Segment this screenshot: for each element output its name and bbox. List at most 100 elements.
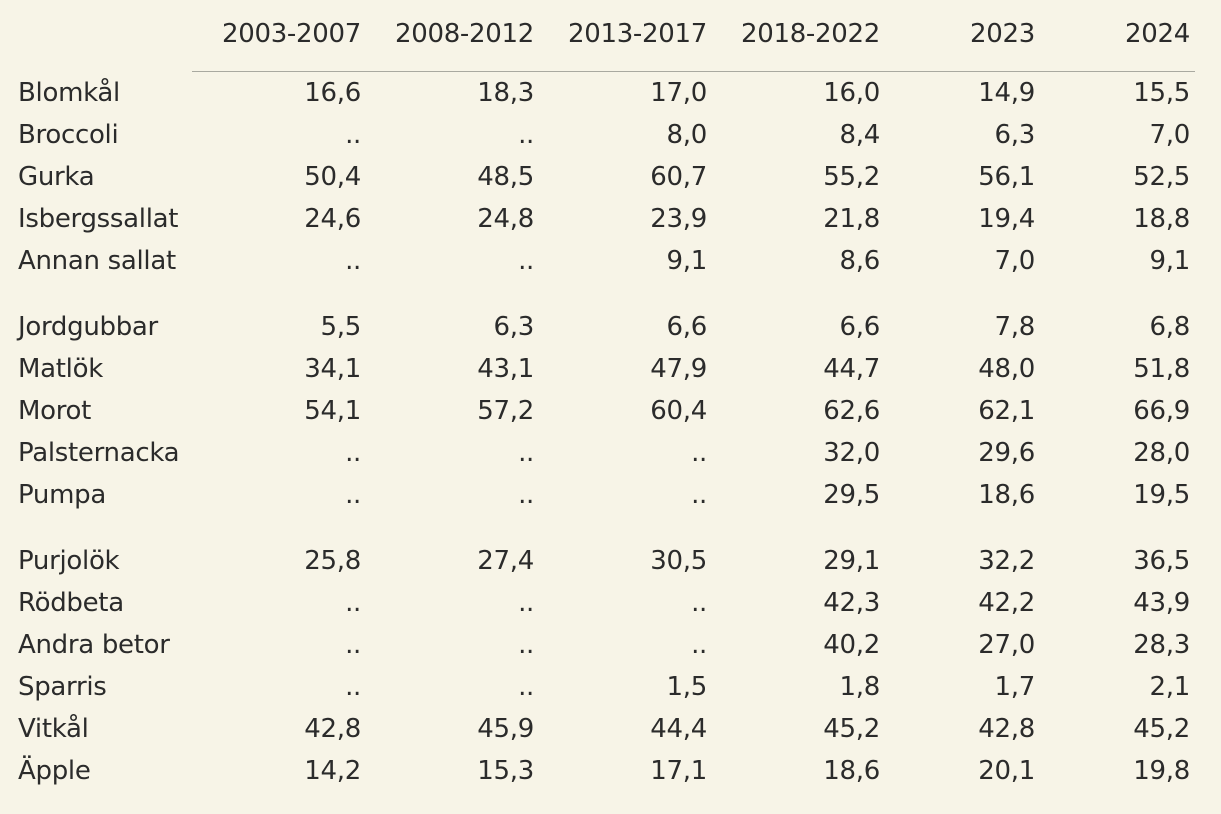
column-header: 2024 bbox=[1125, 19, 1190, 49]
table-cell: 23,9 bbox=[650, 204, 707, 234]
table-cell: 54,1 bbox=[304, 396, 361, 426]
table-cell: 18,6 bbox=[978, 480, 1035, 510]
table-cell: 24,8 bbox=[477, 204, 534, 234]
table-cell: 48,0 bbox=[978, 354, 1035, 384]
table-cell: 60,7 bbox=[650, 162, 707, 192]
table-cell: .. bbox=[345, 630, 361, 660]
table-cell: .. bbox=[691, 438, 707, 468]
table-cell: 8,0 bbox=[666, 120, 708, 150]
table-cell: 42,3 bbox=[823, 588, 880, 618]
table-cell: .. bbox=[518, 438, 534, 468]
table-cell: 16,0 bbox=[823, 78, 880, 108]
row-label: Isbergssallat bbox=[18, 204, 179, 234]
table-cell: 24,6 bbox=[304, 204, 361, 234]
table-cell: 16,6 bbox=[304, 78, 361, 108]
table-cell: .. bbox=[518, 588, 534, 618]
table-cell: .. bbox=[345, 672, 361, 702]
table-cell: .. bbox=[518, 480, 534, 510]
table-cell: 8,6 bbox=[839, 246, 881, 276]
row-label: Jordgubbar bbox=[18, 312, 158, 342]
table-cell: 9,1 bbox=[666, 246, 708, 276]
table-cell: .. bbox=[691, 588, 707, 618]
table-cell: 6,3 bbox=[493, 312, 535, 342]
row-label: Morot bbox=[18, 396, 92, 426]
table-cell: 15,3 bbox=[477, 756, 534, 786]
row-label: Blomkål bbox=[18, 78, 120, 108]
table-cell: 19,4 bbox=[978, 204, 1035, 234]
table-cell: 5,5 bbox=[320, 312, 362, 342]
table-cell: 45,9 bbox=[477, 714, 534, 744]
table-cell: 66,9 bbox=[1133, 396, 1190, 426]
table-cell: 55,2 bbox=[823, 162, 880, 192]
column-header: 2013-2017 bbox=[567, 19, 707, 49]
table-cell: .. bbox=[345, 480, 361, 510]
table-cell: 28,3 bbox=[1133, 630, 1190, 660]
table-cell: 57,2 bbox=[477, 396, 534, 426]
row-label: Annan sallat bbox=[18, 246, 176, 276]
table-cell: 18,3 bbox=[477, 78, 534, 108]
table-cell: 32,0 bbox=[823, 438, 880, 468]
row-label: Andra betor bbox=[18, 630, 170, 660]
row-label: Broccoli bbox=[18, 120, 119, 150]
table-cell: 6,6 bbox=[839, 312, 881, 342]
row-label: Rödbeta bbox=[18, 588, 124, 618]
table-cell: .. bbox=[518, 630, 534, 660]
table-cell: 32,2 bbox=[978, 546, 1035, 576]
table-cell: 36,5 bbox=[1133, 546, 1190, 576]
table-cell: 19,8 bbox=[1133, 756, 1190, 786]
table-cell: 14,2 bbox=[304, 756, 361, 786]
table-cell: .. bbox=[518, 672, 534, 702]
table-cell: 44,7 bbox=[823, 354, 880, 384]
table-cell: .. bbox=[345, 120, 361, 150]
row-label: Sparris bbox=[18, 672, 107, 702]
table-cell: 42,2 bbox=[978, 588, 1035, 618]
table-cell: .. bbox=[345, 246, 361, 276]
table-cell: 27,4 bbox=[477, 546, 534, 576]
table-cell: 62,6 bbox=[823, 396, 880, 426]
table-cell: 18,8 bbox=[1133, 204, 1190, 234]
column-header: 2018-2022 bbox=[740, 19, 880, 49]
table-cell: 2,1 bbox=[1149, 672, 1191, 702]
table-cell: 48,5 bbox=[477, 162, 534, 192]
table-cell: .. bbox=[518, 246, 534, 276]
row-label: Matlök bbox=[18, 354, 103, 384]
table-cell: 6,3 bbox=[994, 120, 1036, 150]
table-cell: 28,0 bbox=[1133, 438, 1190, 468]
table-cell: 52,5 bbox=[1133, 162, 1190, 192]
table-cell: .. bbox=[691, 480, 707, 510]
table-cell: 56,1 bbox=[978, 162, 1035, 192]
row-label: Palsternacka bbox=[18, 438, 180, 468]
table-cell: 60,4 bbox=[650, 396, 707, 426]
row-label: Pumpa bbox=[18, 480, 106, 510]
table-cell: 1,5 bbox=[666, 672, 708, 702]
table-cell: 19,5 bbox=[1133, 480, 1190, 510]
table-cell: 50,4 bbox=[304, 162, 361, 192]
table-cell: 43,1 bbox=[477, 354, 534, 384]
table-cell: 7,0 bbox=[1149, 120, 1191, 150]
table-cell: .. bbox=[518, 120, 534, 150]
table-cell: 27,0 bbox=[978, 630, 1035, 660]
table-cell: 1,8 bbox=[839, 672, 881, 702]
table-cell: 6,6 bbox=[666, 312, 708, 342]
table-cell: 40,2 bbox=[823, 630, 880, 660]
table-cell: .. bbox=[691, 630, 707, 660]
table-cell: 47,9 bbox=[650, 354, 707, 384]
table-cell: 29,5 bbox=[823, 480, 880, 510]
table-cell: 18,6 bbox=[823, 756, 880, 786]
table-cell: 43,9 bbox=[1133, 588, 1190, 618]
table-cell: .. bbox=[345, 588, 361, 618]
table-cell: 15,5 bbox=[1133, 78, 1190, 108]
row-label: Purjolök bbox=[18, 546, 120, 576]
column-header: 2003-2007 bbox=[221, 19, 361, 49]
table-cell: 14,9 bbox=[978, 78, 1035, 108]
table-cell: .. bbox=[345, 438, 361, 468]
column-header: 2008-2012 bbox=[394, 19, 534, 49]
table-cell: 42,8 bbox=[978, 714, 1035, 744]
table-cell: 45,2 bbox=[823, 714, 880, 744]
table-cell: 1,7 bbox=[994, 672, 1036, 702]
table-cell: 8,4 bbox=[839, 120, 881, 150]
header-rule bbox=[192, 71, 1195, 72]
table-cell: 44,4 bbox=[650, 714, 707, 744]
table-cell: 42,8 bbox=[304, 714, 361, 744]
